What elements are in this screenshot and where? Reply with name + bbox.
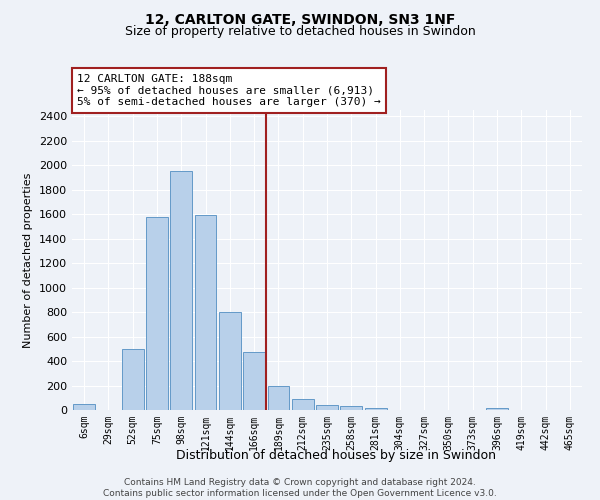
Bar: [486, 408, 508, 410]
Bar: [170, 171, 192, 410]
Bar: [365, 408, 386, 410]
Text: Distribution of detached houses by size in Swindon: Distribution of detached houses by size …: [176, 448, 496, 462]
Bar: [340, 406, 362, 410]
Bar: [122, 349, 143, 410]
Text: 12 CARLTON GATE: 188sqm
← 95% of detached houses are smaller (6,913)
5% of semi-: 12 CARLTON GATE: 188sqm ← 95% of detache…: [77, 74, 381, 107]
Bar: [146, 216, 168, 410]
Bar: [268, 386, 289, 410]
Bar: [194, 216, 217, 410]
Bar: [219, 312, 241, 410]
Bar: [243, 352, 265, 410]
Bar: [316, 405, 338, 410]
Text: Contains HM Land Registry data © Crown copyright and database right 2024.
Contai: Contains HM Land Registry data © Crown c…: [103, 478, 497, 498]
Y-axis label: Number of detached properties: Number of detached properties: [23, 172, 34, 348]
Text: 12, CARLTON GATE, SWINDON, SN3 1NF: 12, CARLTON GATE, SWINDON, SN3 1NF: [145, 12, 455, 26]
Bar: [73, 404, 95, 410]
Bar: [292, 399, 314, 410]
Text: Size of property relative to detached houses in Swindon: Size of property relative to detached ho…: [125, 25, 475, 38]
